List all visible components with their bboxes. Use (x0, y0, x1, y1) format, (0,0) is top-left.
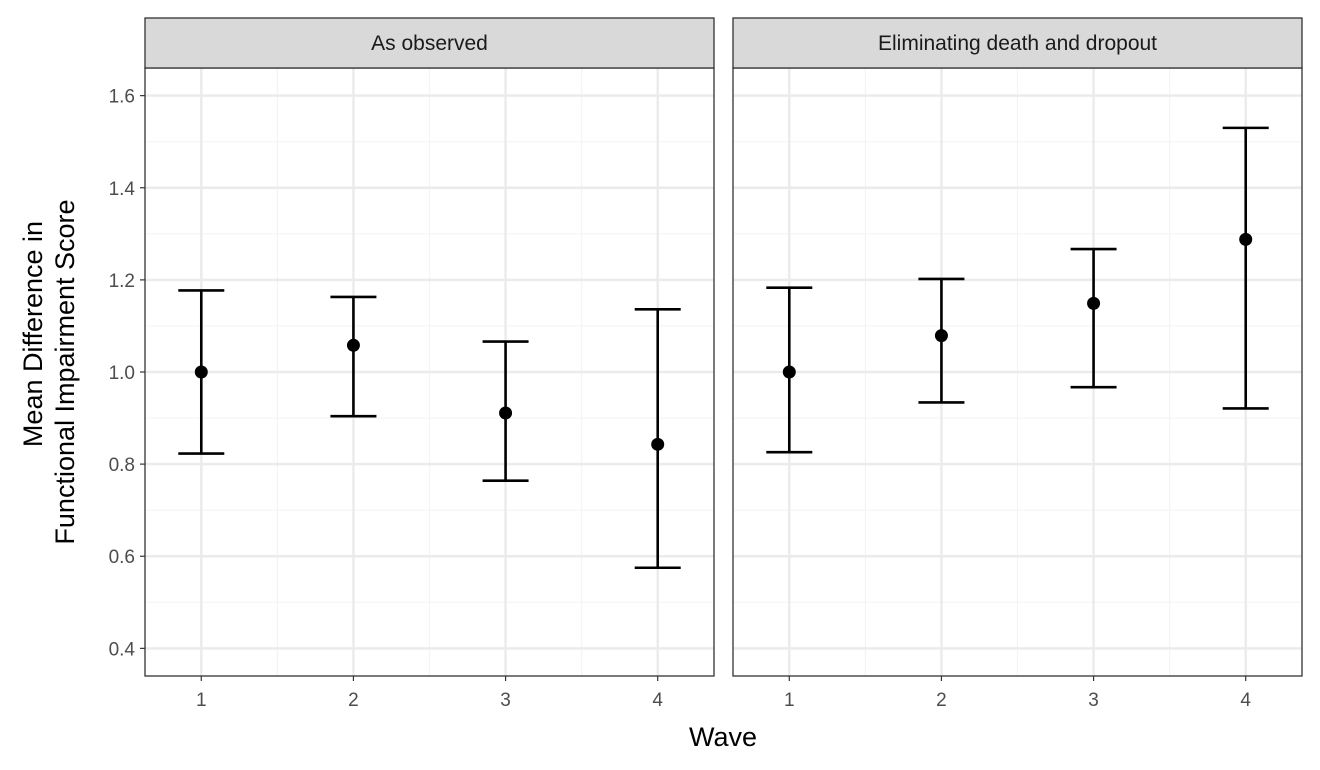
data-point (194, 365, 208, 379)
x-tick-label: 3 (1088, 690, 1099, 711)
x-axis-title: Wave (689, 722, 757, 752)
y-tick-label: 1.6 (109, 87, 135, 108)
x-tick-label: 4 (1240, 690, 1251, 711)
data-point (651, 437, 665, 451)
y-tick-label: 1.0 (109, 363, 135, 384)
data-point (782, 365, 796, 379)
y-tick-label: 0.8 (109, 455, 135, 476)
x-tick-label: 1 (196, 690, 207, 711)
x-tick-label: 4 (652, 690, 663, 711)
data-point (346, 338, 360, 352)
facet-strip (144, 17, 715, 69)
y-tick-label: 0.6 (109, 547, 135, 568)
data-point (499, 406, 513, 420)
x-tick-label: 1 (784, 690, 795, 711)
data-point (934, 329, 948, 343)
x-tick-label: 3 (500, 690, 511, 711)
y-tick-label: 0.4 (109, 639, 136, 660)
y-axis-title-line-2: Functional Impairment Score (50, 199, 80, 544)
facet-strip-title: As observed (371, 32, 488, 55)
facet-strip (732, 17, 1303, 69)
y-tick-label: 1.4 (109, 179, 136, 200)
y-axis-title-line-1: Mean Difference in (18, 221, 48, 447)
x-tick-label: 2 (348, 690, 359, 711)
data-point (1239, 232, 1253, 246)
x-tick-label: 2 (936, 690, 947, 711)
facet-strip-title: Eliminating death and dropout (878, 32, 1157, 55)
data-point (1087, 296, 1101, 310)
y-tick-label: 1.2 (109, 271, 135, 292)
